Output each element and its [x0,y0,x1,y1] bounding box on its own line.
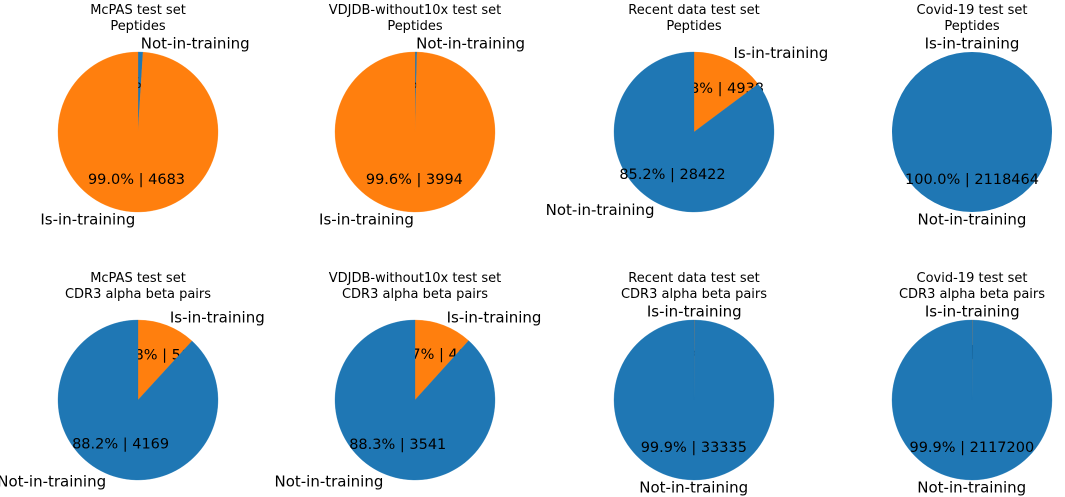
pie-slice-is-in-training [57,51,219,213]
chart-title: Covid-19 test set [917,3,1028,18]
slice-value-not-in-training: 88.3% | 3541 [349,437,446,453]
pie-slice-not-in-training [613,319,775,481]
slice-value-not-in-training: 99.9% | 33335 [641,440,747,456]
slice-label-not-in-training: Not-in-training [918,211,1027,229]
pie-slice-is-in-training [334,51,496,213]
chart-title: VDJDB-without10x test set [329,271,502,286]
pie-chart-1: McPAS test setPeptidesNot-in-training1.0… [40,3,249,228]
chart-title: Recent data test set [628,3,759,18]
chart-subtitle: CDR3 alpha beta pairs [621,287,767,302]
pie-slice-not-in-training [892,52,1052,212]
chart-title: VDJDB-without10x test set [329,3,502,18]
slice-value-not-in-training: 85.2% | 28422 [619,167,725,183]
chart-subtitle: Peptides [666,19,722,34]
chart-title: McPAS test set [90,271,186,286]
slice-label-not-in-training: Not-in-training [141,35,250,53]
slice-label-is-in-training: Is-in-training [647,303,742,321]
slice-label-is-in-training: Is-in-training [40,210,135,228]
pie-slice-not-in-training [57,319,219,481]
slice-label-is-in-training: Is-in-training [925,35,1020,53]
slice-label-not-in-training: Not-in-training [274,473,383,491]
slice-label-is-in-training: Is-in-training [319,210,414,228]
chart-subtitle: Peptides [110,19,166,34]
slice-label-is-in-training: Is-in-training [170,308,265,326]
chart-title: Recent data test set [628,271,759,286]
pie-slice-not-in-training [891,319,1053,481]
pie-chart-4: Covid-19 test setPeptidesIs-in-training0… [892,3,1052,229]
chart-subtitle: Peptides [387,19,443,34]
pie-slice-is-in-training [693,51,759,133]
slice-label-is-in-training: Is-in-training [733,44,828,62]
chart-title: Covid-19 test set [917,271,1028,286]
slice-value-not-in-training: 88.2% | 4169 [72,437,169,453]
pie-slice-not-in-training [334,319,496,481]
slice-label-not-in-training: Not-in-training [0,473,106,491]
slice-label-not-in-training: Not-in-training [416,35,525,53]
slice-label-not-in-training: Not-in-training [917,478,1026,496]
chart-subtitle: CDR3 alpha beta pairs [899,287,1045,302]
slice-label-not-in-training: Not-in-training [546,201,655,219]
slice-label-not-in-training: Not-in-training [639,478,748,496]
slice-value-not-in-training: 100.0% | 2118464 [905,172,1039,188]
slice-value-is-in-training: 99.0% | 4683 [88,172,185,188]
slice-label-is-in-training: Is-in-training [925,303,1020,321]
chart-subtitle: CDR3 alpha beta pairs [342,287,488,302]
pie-slice-not-in-training [613,51,775,213]
chart-subtitle: Peptides [944,19,1000,34]
slice-label-is-in-training: Is-in-training [447,308,542,326]
chart-title: McPAS test set [90,3,186,18]
pie-chart-2: VDJDB-without10x test setPeptidesNot-in-… [319,3,525,228]
chart-subtitle: CDR3 alpha beta pairs [65,287,211,302]
slice-value-not-in-training: 99.9% | 2117200 [909,440,1034,456]
slice-value-is-in-training: 99.6% | 3994 [366,172,463,188]
